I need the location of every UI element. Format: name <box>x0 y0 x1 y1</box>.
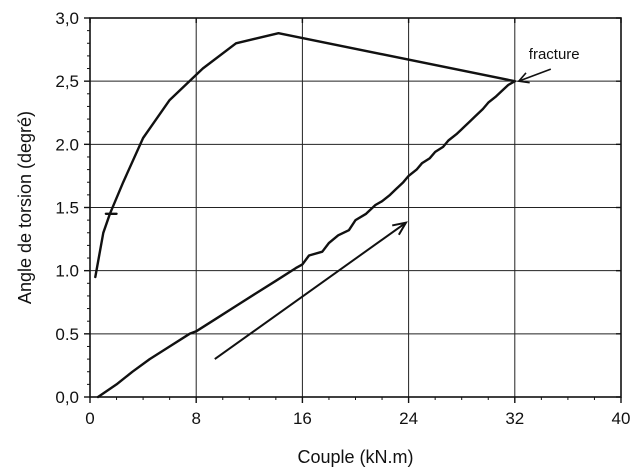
x-tick-label-0: 0 <box>85 409 94 428</box>
y-tick-label-4: 2.0 <box>55 135 79 154</box>
loading-direction-arrow <box>214 221 407 360</box>
y-tick-label-2: 1.0 <box>55 262 79 281</box>
y-tick-label-5: 2,5 <box>55 72 79 91</box>
x-tick-label-3: 24 <box>399 409 418 428</box>
y-axis-title: Angle de torsion (degré) <box>15 111 35 304</box>
annotation-layer: fracture <box>214 46 580 360</box>
axis-ticks: 0 8 16 24 32 40 0,0 0.5 1.0 1.5 2.0 2,5 3,0 <box>55 9 630 428</box>
fracture-arrow <box>518 68 552 82</box>
x-tick-label-5: 40 <box>612 409 631 428</box>
fracture-arrowhead <box>517 72 530 84</box>
y-tick-label-0: 0,0 <box>55 388 79 407</box>
x-axis-title: Couple (kN.m) <box>297 447 413 467</box>
data-lines <box>94 32 516 399</box>
x-tick-label-4: 32 <box>505 409 524 428</box>
y-tick-label-3: 1.5 <box>55 199 79 218</box>
y-tick-label-1: 0.5 <box>55 325 79 344</box>
x-tick-label-1: 8 <box>191 409 200 428</box>
x-tick-label-2: 16 <box>293 409 312 428</box>
series-line-1 <box>94 32 516 279</box>
series-line-0 <box>96 79 516 399</box>
y-tick-label-6: 3,0 <box>55 9 79 28</box>
fracture-annotation: fracture <box>529 46 580 63</box>
loading-direction-arrowhead <box>392 221 408 236</box>
